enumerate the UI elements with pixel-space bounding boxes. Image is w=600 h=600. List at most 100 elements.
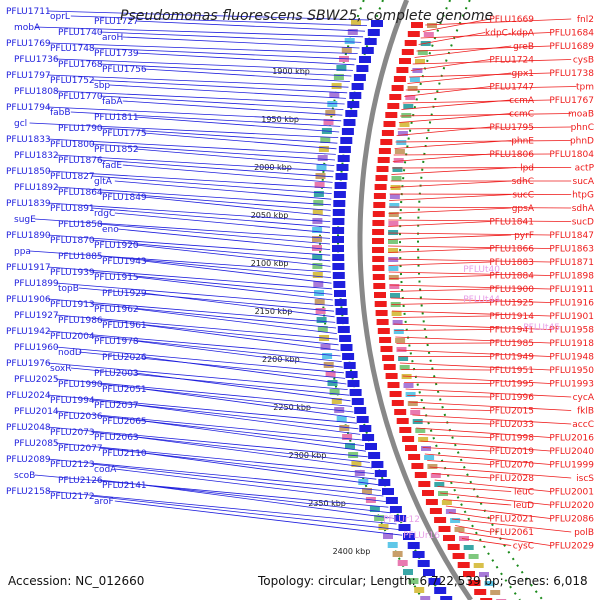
plus-strand-gene [408,454,421,460]
gene-label-left: PFLU1906 [6,295,51,305]
feature-block [314,299,325,305]
plus-strand-gene [396,418,409,424]
plus-strand-gene [394,409,407,415]
gene-label-left: PFLU1756 [102,65,147,75]
leader-line [424,453,551,465]
gene-label-right: PFLU1804 [549,150,594,160]
leader-line [445,505,551,519]
feature-block [463,545,474,550]
gene-label-right: PFLU2001 [549,488,594,498]
scale-tick-label: 2350 kbp [308,499,346,508]
leader-line [396,342,491,344]
leader-line [122,164,333,183]
minus-strand-gene [434,587,447,594]
gene-label-left: scoB [14,471,35,481]
leader-line [135,52,355,66]
gene-label-left: PFLU1994 [50,396,95,406]
backbone-ring [357,0,473,600]
plus-strand-gene [474,589,487,595]
plus-strand-gene [377,157,390,163]
gene-label-left: mobA [14,23,41,33]
gene-label-left: PFLU2003 [94,369,139,379]
leader-line [70,367,350,396]
gene-label-left: PFLU1727 [94,17,139,27]
gene-label-right: PFLU1806 [489,150,534,160]
plus-strand-gene [385,373,398,379]
minus-strand-gene [385,497,398,504]
leader-line [109,84,346,99]
gene-label-right: PFLU1925 [489,299,534,309]
leader-line [47,234,331,256]
gene-label-left: PFLU1850 [6,167,51,177]
feature-block [389,194,400,199]
feature-block [315,308,326,314]
gene-label-right: PFLU1950 [549,366,594,376]
leader-line [135,404,361,435]
minus-strand-gene [362,434,375,441]
gene-label-right: PFLU1911 [549,285,594,295]
minus-strand-gene [368,452,381,459]
leader-line [91,463,384,497]
feature-block [388,266,399,271]
minus-strand-gene [333,200,346,207]
leader-line [418,434,491,438]
leader-line [47,170,333,189]
minus-strand-gene [337,326,350,333]
gene-label-right: PFLU2029 [549,542,594,552]
plus-strand-gene [381,130,394,136]
leader-line [388,219,572,222]
leader-line [99,255,332,278]
plus-strand-gene [425,499,438,505]
gene-label-right: phnE [511,137,534,147]
feature-block [490,590,501,595]
feature-block [313,281,324,287]
leader-line [47,394,357,424]
gene-label-right: accC [572,420,594,430]
gene-label-right: PFLU1993 [549,380,594,390]
leader-line [143,324,340,351]
gene-label-right: PFLU1863 [549,245,594,255]
feature-block [410,410,421,415]
feature-block [421,446,431,451]
feature-block [390,293,400,298]
gene-label-left: PFLU2024 [6,391,51,401]
leader-line [70,15,368,26]
plus-strand-gene [377,328,390,334]
leader-line [99,127,338,144]
leader-line [55,186,332,206]
leader-line [404,86,491,97]
plus-strand-gene [380,346,393,352]
gene-label-left: fabA [102,97,123,107]
leader-line [78,287,335,312]
leader-line [135,436,373,469]
feature-block [396,140,407,145]
leader-line [55,378,353,407]
leader-line [391,310,551,317]
minus-strand-gene [332,218,345,225]
gene-label-left: PFLU2141 [102,481,147,491]
gene-label-left: PFLU1885 [58,252,103,262]
leader-line [135,148,335,166]
gene-label-right: leuD [513,501,534,511]
leader-line [391,302,491,305]
gene-label-right: PFLU1999 [549,461,594,471]
leader-line [91,79,348,94]
minus-strand-gene [412,551,425,558]
plus-strand-gene [372,247,384,253]
leader-line [401,369,491,371]
gene-label-right: PFLU1916 [549,299,594,309]
leader-line [91,175,332,194]
gene-label-left: ppa [14,247,31,257]
feature-block [403,383,414,388]
plus-strand-gene [411,22,423,28]
plus-strand-gene [372,238,384,244]
gene-label-right: cysC [513,542,534,552]
feature-block [312,263,323,269]
minus-strand-gene [356,416,369,423]
feature-block [392,320,403,325]
gene-label-right: PFLU1847 [549,231,594,241]
feature-block [389,203,400,208]
gene-label-right: gpx1 [512,69,534,79]
feature-block [473,563,484,568]
leader-line [420,32,551,39]
